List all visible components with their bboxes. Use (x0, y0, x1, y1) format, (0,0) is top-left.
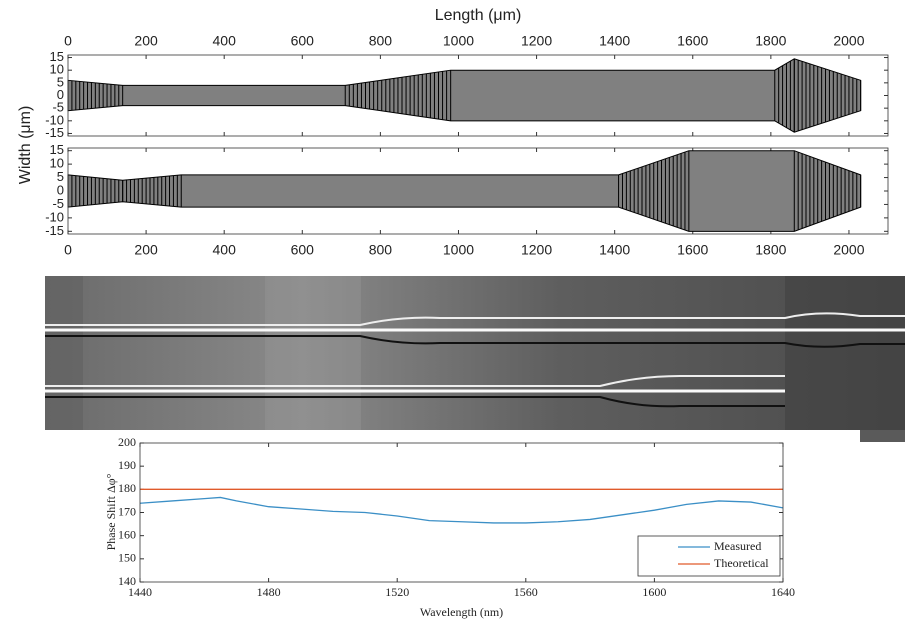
x-tick-label: 600 (291, 242, 315, 258)
x-axis-label: Wavelength (nm) (420, 605, 503, 619)
legend (637, 535, 781, 577)
y-tick-label: -15 (45, 223, 64, 238)
y-tick-label: 15 (50, 142, 64, 157)
x-tick-label: 200 (134, 33, 158, 49)
y-axis-label: Phase Shift Δφ° (104, 473, 118, 550)
x-tick-label: 0 (64, 242, 72, 258)
y-tick-label: -5 (52, 196, 64, 211)
x-tick-label: 1600 (677, 242, 708, 258)
y-tick-label: -15 (45, 125, 64, 140)
waveguide-profile (67, 58, 862, 133)
x-tick-label: 1000 (443, 242, 474, 258)
x-tick-label: 1600 (677, 33, 708, 49)
x-tick-label: 1600 (642, 585, 666, 599)
x-tick-label: 200 (134, 242, 158, 258)
x-tick-label: 1520 (385, 585, 409, 599)
x-tick-label: 1800 (755, 242, 786, 258)
y-tick-label: 5 (57, 169, 64, 184)
y-tick-label: -5 (52, 100, 64, 115)
x-tick-label: 600 (291, 33, 315, 49)
legend-label: Measured (714, 539, 761, 553)
x-tick-label: 1480 (257, 585, 281, 599)
x-tick-label: 400 (213, 242, 237, 258)
y-tick-label: 10 (50, 156, 64, 171)
y-tick-label: 10 (50, 62, 64, 77)
x-tick-label: 800 (369, 242, 393, 258)
x-tick-label: 1400 (599, 33, 630, 49)
axes-frame (67, 147, 889, 235)
x-tick-label: 1200 (521, 242, 552, 258)
y-tick-label: 190 (118, 458, 136, 472)
y-tick-label: 160 (118, 527, 136, 541)
x-axis-label: Length (μm) (435, 7, 522, 24)
y-tick-label: -10 (45, 209, 64, 224)
y-tick-label: 150 (118, 551, 136, 565)
y-tick-label: 140 (118, 574, 136, 588)
axes-frame (139, 442, 784, 583)
axes-frame (67, 54, 889, 137)
legend-label: Theoretical (714, 556, 769, 570)
x-tick-label: 1560 (514, 585, 538, 599)
x-tick-label: 1640 (771, 585, 795, 599)
y-tick-label: 0 (57, 182, 64, 197)
micrograph (45, 276, 905, 442)
x-tick-label: 400 (213, 33, 237, 49)
series-line (139, 496, 784, 524)
y-tick-label: -10 (45, 112, 64, 127)
x-tick-label: 1400 (599, 242, 630, 258)
x-tick-label: 1000 (443, 33, 474, 49)
x-tick-label: 0 (64, 33, 72, 49)
y-tick-label: 170 (118, 504, 136, 518)
x-tick-label: 1440 (128, 585, 152, 599)
x-tick-label: 2000 (833, 242, 864, 258)
y-tick-label: 200 (118, 435, 136, 449)
x-tick-label: 2000 (833, 33, 864, 49)
y-tick-label: 15 (50, 49, 64, 64)
y-tick-label: 5 (57, 74, 64, 89)
y-axis-label: Width (μm) (17, 106, 34, 185)
y-tick-label: 0 (57, 87, 64, 102)
x-tick-label: 800 (369, 33, 393, 49)
x-tick-label: 1200 (521, 33, 552, 49)
y-tick-label: 180 (118, 481, 136, 495)
x-tick-label: 1800 (755, 33, 786, 49)
